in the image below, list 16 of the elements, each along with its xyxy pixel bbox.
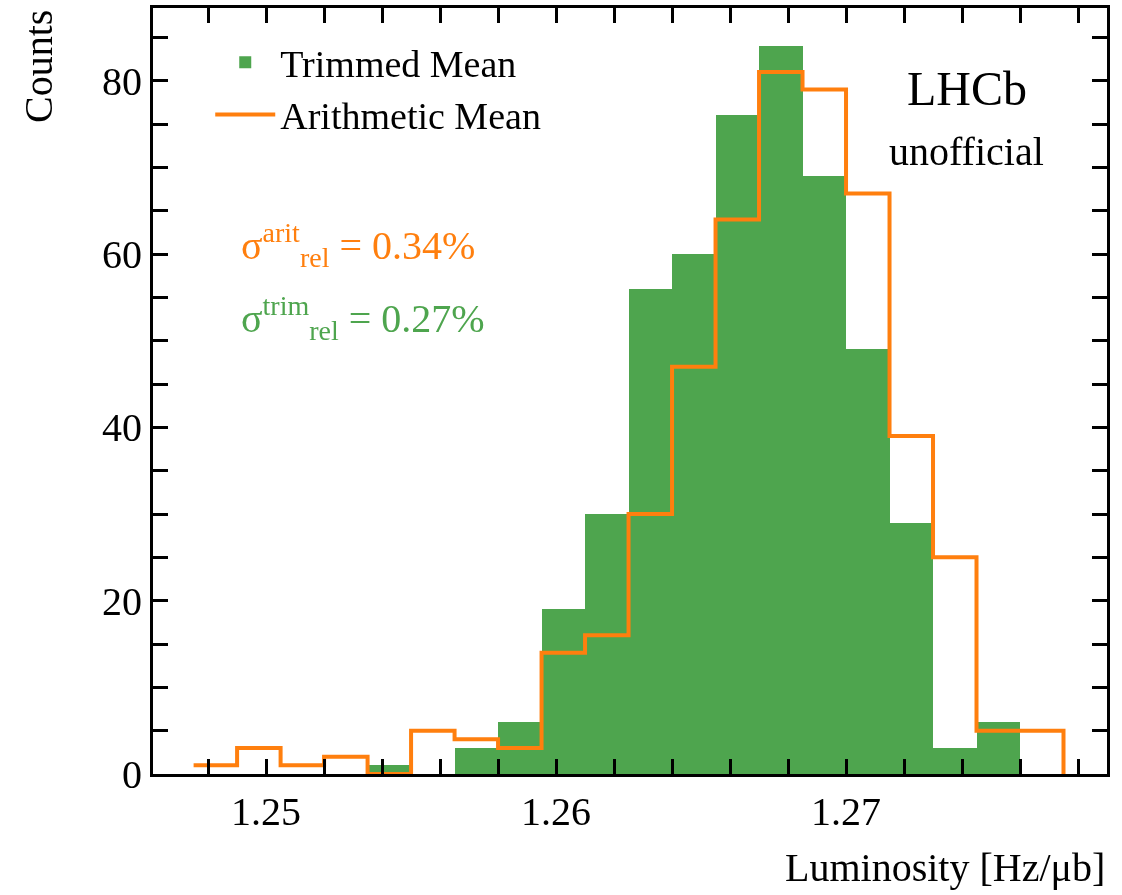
- y-tick-label: 80: [102, 58, 142, 104]
- annotation: LHCb: [907, 62, 1027, 115]
- x-tick-label: 1.25: [231, 789, 302, 834]
- y-tick-label: 40: [102, 405, 142, 451]
- x-tick-label: 1.27: [811, 789, 882, 834]
- annotation: σ$^{arit}$$_{rel}$ = 0.34%: [241, 217, 476, 274]
- y-axis-title: Counts: [16, 9, 62, 124]
- y-tick-label: 20: [102, 578, 142, 624]
- legend-label: Arithmetic Mean: [280, 95, 541, 138]
- x-axis-title: Luminosity [Hz/μb]: [785, 845, 1106, 890]
- x-tick-label: 1.26: [521, 789, 592, 834]
- legend-label: Trimmed Mean: [280, 43, 517, 85]
- annotation: unofficial: [889, 129, 1044, 174]
- y-tick-label: 60: [102, 232, 142, 278]
- y-tick-label: 0: [122, 752, 142, 797]
- annotation: σ$^{trim}$$_{rel}$ = 0.27%: [241, 290, 485, 347]
